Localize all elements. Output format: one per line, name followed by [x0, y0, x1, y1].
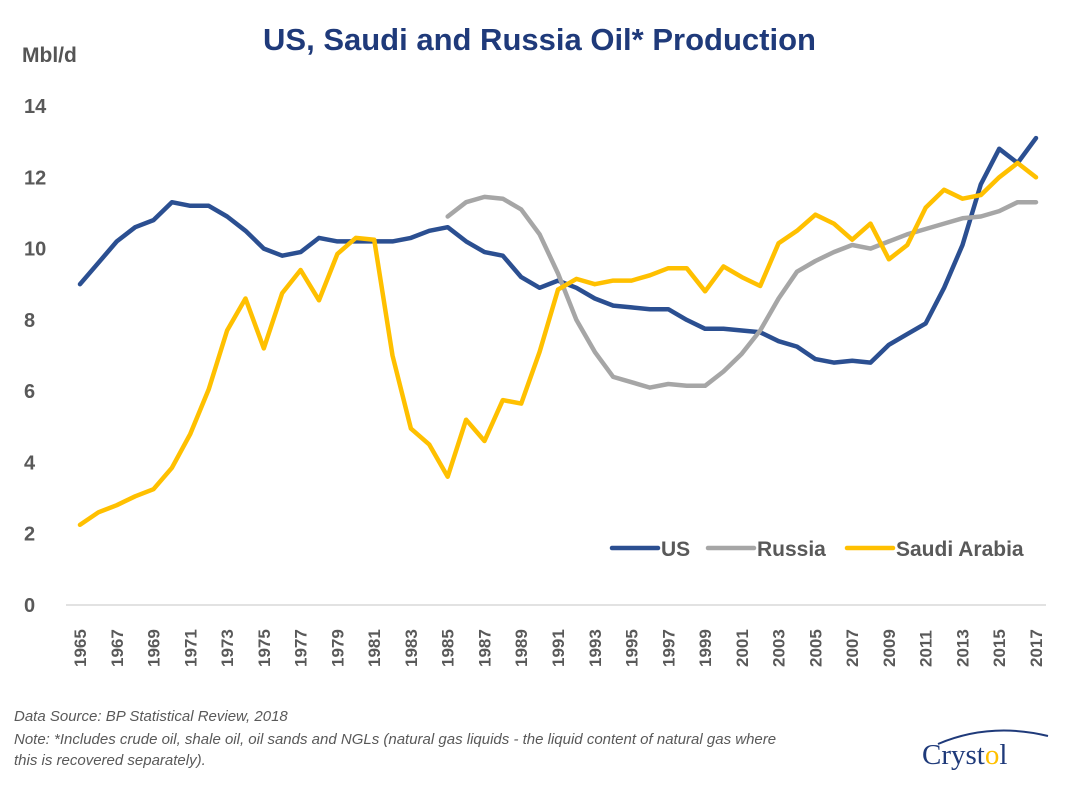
- x-tick-label: 1997: [659, 629, 678, 667]
- series-line-saudi-arabia: [77, 160, 1039, 528]
- x-tick-label: 1987: [475, 629, 494, 667]
- x-tick-label: 2013: [953, 629, 972, 667]
- logo-swoosh: [937, 729, 1049, 745]
- y-axis-unit-label: Mbl/d: [22, 44, 77, 67]
- x-tick-label: 2017: [1027, 629, 1046, 667]
- line-chart: 0 2 4 6 8 10 12 14 1965 1967 1969 1971 1973 1975 1977 1…: [24, 96, 1046, 667]
- chart-title: US, Saudi and Russia Oil* Production: [263, 22, 816, 57]
- crystol-logo: Crystol: [922, 729, 1049, 771]
- x-tick-label: 1965: [71, 629, 90, 667]
- x-tick-label: 1969: [145, 629, 164, 667]
- x-tick-label: 2015: [990, 629, 1009, 667]
- y-tick-label: 2: [24, 524, 35, 546]
- x-tick-label: 1967: [108, 629, 127, 667]
- x-tick-label: 2005: [806, 629, 825, 667]
- y-tick-label: 6: [24, 381, 35, 403]
- x-tick-label: 1979: [328, 629, 347, 667]
- logo-wordmark: Crystol: [922, 739, 1007, 771]
- x-tick-label: 1983: [402, 629, 421, 667]
- x-tick-label: 1973: [218, 629, 237, 667]
- footnote-line-2: this is recovered separately).: [14, 752, 206, 769]
- legend-label-saudi-arabia: Saudi Arabia: [896, 538, 1024, 561]
- legend-label-russia: Russia: [757, 538, 826, 561]
- series-line-us: [77, 135, 1039, 365]
- legend-label-us: US: [661, 538, 690, 561]
- x-tick-label: 1991: [549, 629, 568, 667]
- y-tick-label: 14: [24, 96, 47, 118]
- x-tick-label: 1989: [512, 629, 531, 667]
- x-tick-label: 1971: [181, 629, 200, 667]
- x-tick-label: 1975: [255, 629, 274, 667]
- y-tick-label: 12: [24, 167, 46, 189]
- x-tick-label: 1999: [696, 629, 715, 667]
- x-tick-label: 2009: [880, 629, 899, 667]
- x-tick-label: 2001: [733, 629, 752, 667]
- x-tick-label: 1995: [623, 629, 642, 667]
- x-tick-label: 2011: [917, 630, 936, 667]
- y-tick-label: 10: [24, 239, 46, 261]
- y-tick-label: 8: [24, 310, 35, 332]
- x-tick-label: 1981: [365, 629, 384, 667]
- x-tick-label: 1993: [586, 629, 605, 667]
- x-tick-label: 2003: [770, 629, 789, 667]
- footnote-line-1: Note: *Includes crude oil, shale oil, oi…: [14, 731, 777, 748]
- x-tick-label: 1985: [439, 629, 458, 667]
- x-tick-label: 1977: [292, 629, 311, 667]
- data-source-note: Data Source: BP Statistical Review, 2018: [14, 708, 288, 725]
- x-tick-label: 2007: [843, 629, 862, 667]
- series-line-russia: [445, 194, 1039, 390]
- y-tick-label: 4: [24, 452, 36, 474]
- y-tick-label: 0: [24, 595, 35, 617]
